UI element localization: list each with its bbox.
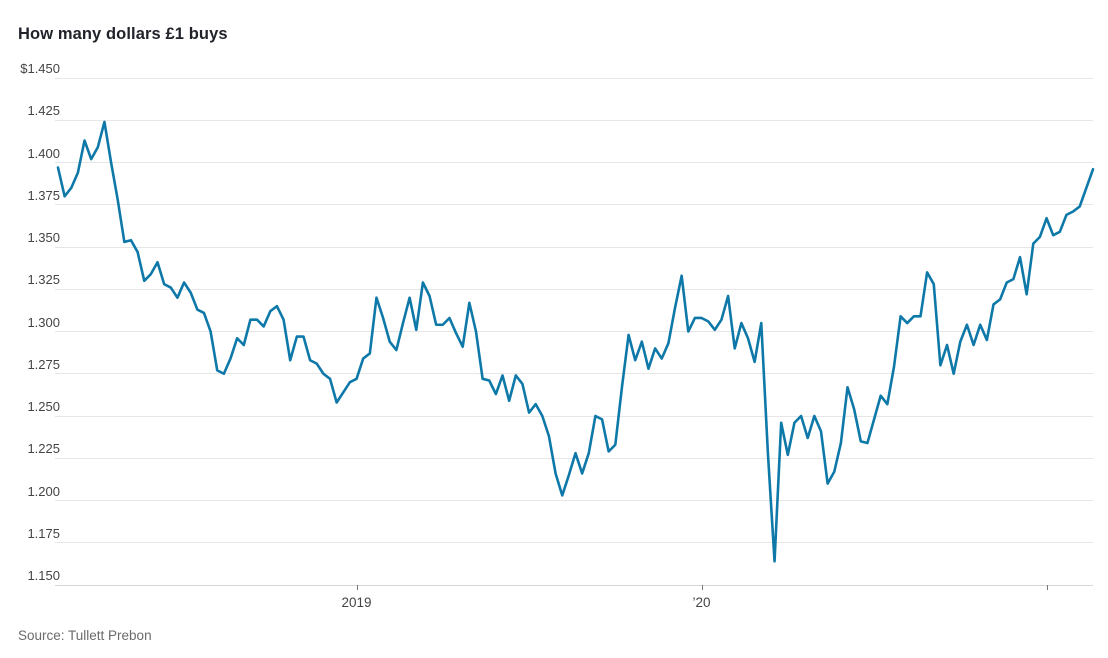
x-axis-baseline [55, 584, 1093, 586]
y-axis-label: 1.200 [27, 483, 60, 499]
x-axis-tick [356, 585, 358, 590]
gridline [55, 119, 1093, 121]
gridline [55, 288, 1093, 290]
y-axis-label: 1.325 [27, 272, 60, 288]
y-axis-label: 1.150 [27, 568, 60, 583]
y-axis-label: 1.175 [27, 525, 60, 541]
y-axis-label: 1.275 [27, 356, 60, 372]
gridline [55, 500, 1093, 501]
y-axis-label: 1.350 [27, 230, 60, 245]
gridline [55, 246, 1093, 248]
y-axis-label: 1.425 [27, 103, 60, 119]
chart-title: How many dollars £1 buys [18, 25, 228, 43]
y-axis-label: 1.300 [27, 314, 60, 330]
x-axis-tick [1046, 585, 1048, 590]
y-axis-label: 1.225 [27, 441, 60, 457]
gridline [55, 162, 1093, 163]
line-series-gbp-usd [56, 120, 1095, 563]
y-axis-label: 1.250 [27, 399, 60, 414]
y-axis-label: $1.450 [20, 61, 60, 76]
gridline [55, 77, 1093, 79]
gridline [55, 373, 1093, 375]
gridline [55, 542, 1093, 544]
y-axis-label: 1.400 [27, 145, 60, 161]
gridline [55, 415, 1093, 417]
gridline [55, 331, 1093, 332]
source-note: Source: Tullett Prebon [18, 628, 152, 643]
x-axis-tick [701, 585, 703, 590]
gridline [55, 204, 1093, 206]
x-axis-label: 2019 [341, 595, 372, 610]
y-axis-label: 1.375 [27, 187, 60, 203]
x-axis-label: ’20 [692, 595, 711, 610]
